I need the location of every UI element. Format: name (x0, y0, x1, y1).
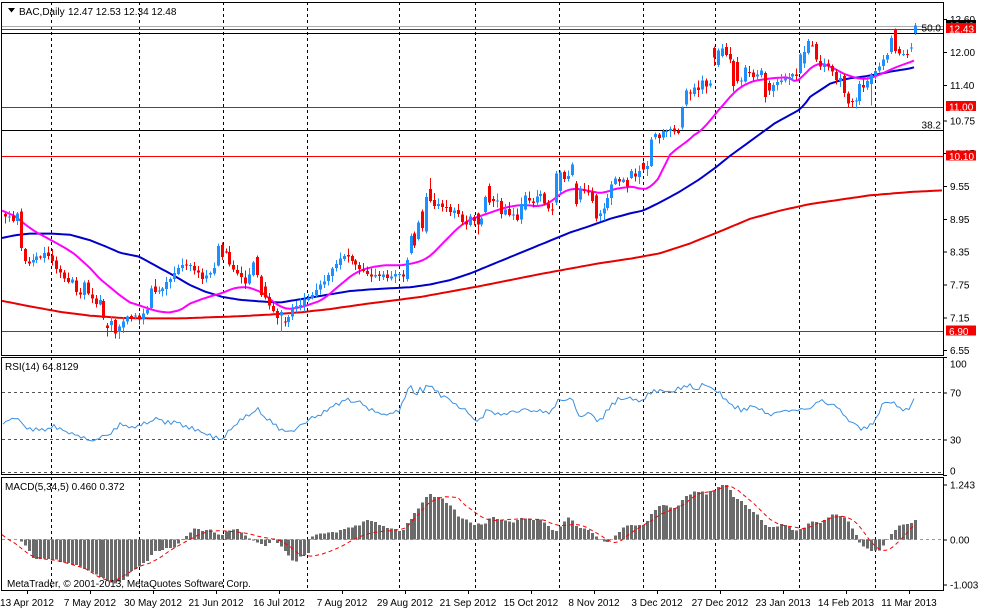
svg-text:MACD(5,34,5) 0.460 0.372: MACD(5,34,5) 0.460 0.372 (5, 482, 125, 493)
svg-text:1.243: 1.243 (950, 480, 975, 491)
svg-text:11 Mar 2013: 11 Mar 2013 (881, 598, 937, 609)
svg-text:8.35: 8.35 (950, 248, 970, 259)
svg-text:3 Dec 2012: 3 Dec 2012 (631, 598, 683, 609)
svg-text:29 Aug 2012: 29 Aug 2012 (377, 598, 434, 609)
svg-text:9.55: 9.55 (950, 182, 970, 193)
svg-text:-1.003: -1.003 (950, 580, 979, 591)
svg-text:27 Dec 2012: 27 Dec 2012 (692, 598, 749, 609)
svg-text:15 Oct 2012: 15 Oct 2012 (504, 598, 559, 609)
svg-text:0.00: 0.00 (950, 535, 970, 546)
svg-text:30 May 2012: 30 May 2012 (124, 598, 182, 609)
svg-text:10.75: 10.75 (950, 116, 975, 127)
svg-text:12.47 12.53 12.34 12.48: 12.47 12.53 12.34 12.48 (68, 7, 177, 18)
svg-text:BAC,Daily: BAC,Daily (19, 7, 65, 18)
svg-text:11.40: 11.40 (950, 81, 975, 92)
svg-text:16 Jul 2012: 16 Jul 2012 (253, 598, 305, 609)
svg-text:23 Jan 2013: 23 Jan 2013 (755, 598, 810, 609)
svg-text:100: 100 (950, 360, 967, 371)
svg-text:7.15: 7.15 (950, 313, 970, 324)
svg-text:MetaTrader, © 2001-2013, MetaQ: MetaTrader, © 2001-2013, MetaQuotes Soft… (7, 579, 251, 590)
svg-text:6.90: 6.90 (949, 327, 969, 338)
svg-text:0: 0 (950, 467, 956, 478)
svg-text:8.95: 8.95 (950, 215, 970, 226)
svg-text:14 Feb 2013: 14 Feb 2013 (818, 598, 875, 609)
svg-text:21 Jun 2012: 21 Jun 2012 (188, 598, 243, 609)
svg-text:7 May 2012: 7 May 2012 (64, 598, 117, 609)
svg-text:12.00: 12.00 (950, 48, 975, 59)
svg-text:8 Nov 2012: 8 Nov 2012 (568, 598, 620, 609)
svg-text:7.75: 7.75 (950, 281, 970, 292)
svg-text:11.00: 11.00 (949, 103, 974, 114)
svg-text:70: 70 (950, 388, 962, 399)
svg-text:10.10: 10.10 (949, 152, 974, 163)
svg-text:13 Apr 2012: 13 Apr 2012 (0, 598, 54, 609)
svg-text:21 Sep 2012: 21 Sep 2012 (440, 598, 497, 609)
svg-text:12.43: 12.43 (949, 25, 974, 36)
svg-text:7 Aug 2012: 7 Aug 2012 (317, 598, 368, 609)
svg-text:38.2: 38.2 (922, 121, 942, 132)
svg-text:RSI(14) 64.8129: RSI(14) 64.8129 (5, 362, 79, 373)
svg-text:50.0: 50.0 (922, 24, 942, 35)
svg-text:30: 30 (950, 436, 962, 447)
svg-text:6.55: 6.55 (950, 346, 970, 357)
